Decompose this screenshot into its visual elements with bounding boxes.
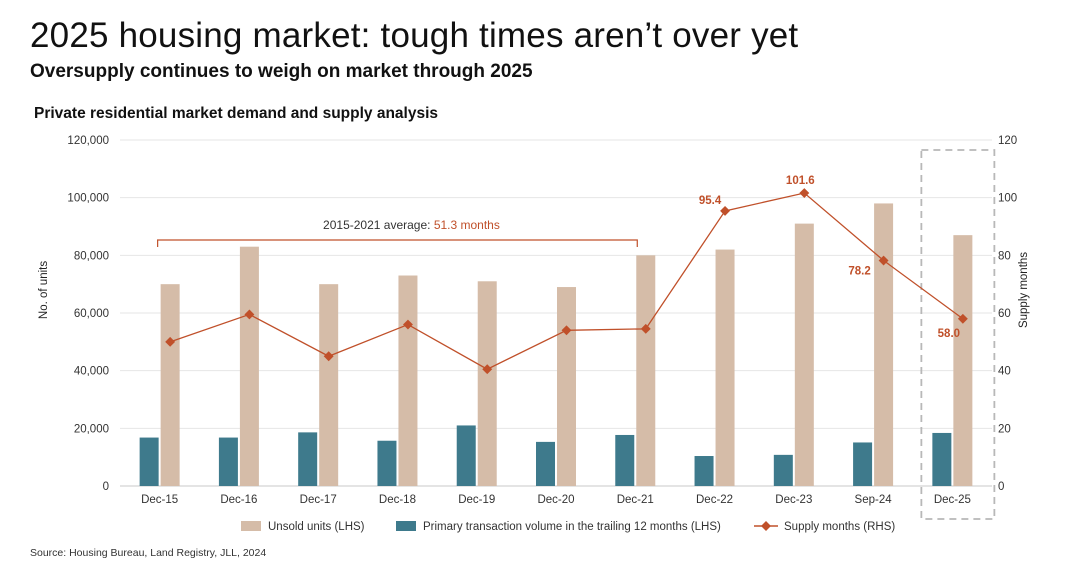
supply-data-label: 101.6 xyxy=(786,175,815,187)
bar-unsold-units xyxy=(715,249,735,486)
bar-unsold-units xyxy=(636,255,656,486)
y-tick-label: 100,000 xyxy=(67,193,109,205)
average-label-value: 51.3 months xyxy=(434,218,500,232)
x-tick-label: Dec-16 xyxy=(220,494,257,506)
chart-title: Private residential market demand and su… xyxy=(34,105,439,122)
y2-tick-label: 20 xyxy=(998,423,1011,435)
bar-unsold-units xyxy=(794,223,814,486)
bar-transaction-volume xyxy=(218,437,238,486)
supply-data-label: 78.2 xyxy=(848,266,870,278)
legend-swatch-unsold xyxy=(241,521,261,531)
y2-tick-label: 60 xyxy=(998,308,1011,320)
page-subtitle: Oversupply continues to weigh on market … xyxy=(30,61,533,82)
y2-axis-title: Supply months xyxy=(1018,252,1030,328)
supply-months-marker xyxy=(244,309,255,320)
legend-label-supply: Supply months (RHS) xyxy=(784,521,895,533)
average-label-prefix: 2015-2021 average: xyxy=(323,218,434,232)
supply-months-line: 95.4 101.6 78.2 58.0 xyxy=(165,175,968,375)
supply-months-marker xyxy=(403,319,413,330)
x-tick-label: Dec-20 xyxy=(537,494,574,506)
bar-transaction-volume xyxy=(377,440,397,486)
x-tick-label: Dec-22 xyxy=(696,494,733,506)
supply-months-marker xyxy=(720,205,730,216)
bar-transaction-volume xyxy=(773,454,793,486)
legend-swatch-transaction xyxy=(396,521,416,531)
bar-transaction-volume xyxy=(456,425,476,486)
x-tick-label: Dec-21 xyxy=(617,494,654,506)
bar-unsold-units xyxy=(319,284,339,486)
axes: No. of units Supply months 0 0 20,000 20 40,… xyxy=(38,135,1030,506)
source-note: Source: Housing Bureau, Land Registry, J… xyxy=(30,547,267,559)
supply-months-marker xyxy=(640,323,651,334)
average-bracket xyxy=(157,239,638,247)
forecast-dashed-box xyxy=(920,149,996,520)
bar-unsold-units xyxy=(874,203,894,486)
y-tick-label: 80,000 xyxy=(74,250,109,262)
legend: Unsold units (LHS) Primary transaction v… xyxy=(241,521,895,533)
grid-lines xyxy=(120,139,992,487)
y-tick-label: 20,000 xyxy=(74,423,109,435)
y2-tick-label: 120 xyxy=(998,135,1017,147)
x-tick-label: Dec-17 xyxy=(300,494,337,506)
supply-months-marker xyxy=(878,255,889,266)
supply-months-marker xyxy=(165,336,176,347)
y2-tick-label: 40 xyxy=(998,366,1011,378)
bars xyxy=(139,203,973,486)
legend-label-transaction: Primary transaction volume in the traili… xyxy=(423,521,721,533)
bar-unsold-units xyxy=(160,284,180,486)
bar-unsold-units xyxy=(477,281,497,486)
bar-unsold-units xyxy=(953,235,973,486)
bar-transaction-volume xyxy=(139,437,159,486)
supply-months-marker xyxy=(323,351,334,362)
y2-tick-label: 100 xyxy=(998,193,1017,205)
supply-data-label: 58.0 xyxy=(938,328,960,340)
y-tick-label: 40,000 xyxy=(74,366,109,378)
x-tick-label: Sep-24 xyxy=(855,494,893,506)
legend-label-unsold: Unsold units (LHS) xyxy=(268,521,365,533)
legend-marker-supply xyxy=(761,521,771,531)
x-tick-label: Dec-19 xyxy=(458,494,495,506)
supply-months-marker xyxy=(799,188,810,199)
bar-transaction-volume xyxy=(694,456,714,486)
bar-transaction-volume xyxy=(615,434,635,486)
average-annotation: 2015-2021 average: 51.3 months xyxy=(157,218,638,247)
page-title: 2025 housing market: tough times aren’t … xyxy=(30,16,799,55)
bar-transaction-volume xyxy=(536,441,555,486)
bar-unsold-units xyxy=(398,275,418,486)
bar-unsold-units xyxy=(557,287,576,486)
x-tick-label: Dec-25 xyxy=(934,494,971,506)
bar-unsold-units xyxy=(239,246,259,486)
forecast-highlight-box xyxy=(920,149,996,520)
x-tick-label: Dec-15 xyxy=(141,494,178,506)
y-tick-label: 120,000 xyxy=(67,135,109,147)
average-label: 2015-2021 average: 51.3 months xyxy=(323,218,500,232)
y2-tick-label: 80 xyxy=(998,250,1011,262)
supply-months-marker xyxy=(957,313,968,324)
y2-tick-label: 0 xyxy=(998,481,1004,493)
bar-transaction-volume xyxy=(298,432,318,486)
x-tick-label: Dec-18 xyxy=(379,494,416,506)
bar-transaction-volume xyxy=(853,442,873,486)
y-tick-label: 0 xyxy=(103,481,109,493)
supply-data-label: 95.4 xyxy=(699,195,722,207)
supply-months-marker xyxy=(482,364,493,375)
bar-transaction-volume xyxy=(932,432,952,486)
supply-months-marker xyxy=(561,325,572,336)
y-tick-label: 60,000 xyxy=(74,308,109,320)
x-tick-label: Dec-23 xyxy=(775,494,812,506)
y-axis-title: No. of units xyxy=(38,261,50,319)
